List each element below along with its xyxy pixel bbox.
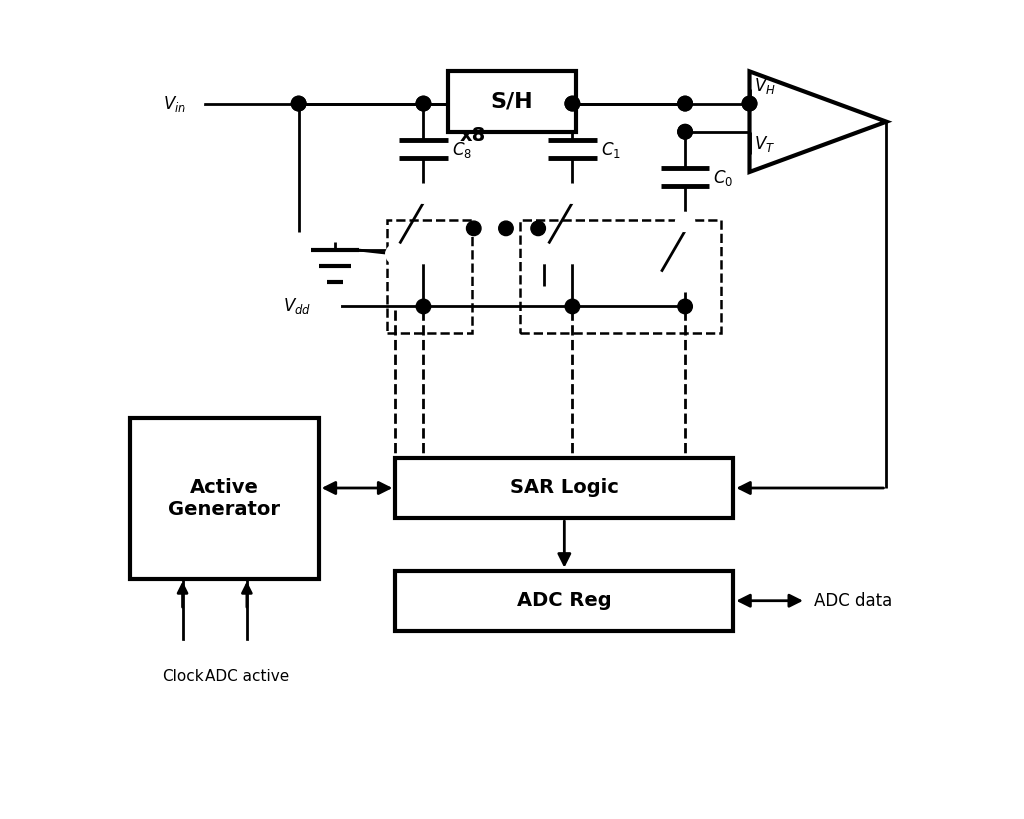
FancyBboxPatch shape: [395, 571, 733, 631]
Circle shape: [565, 97, 580, 111]
Circle shape: [238, 642, 256, 660]
Circle shape: [565, 97, 580, 111]
Circle shape: [415, 245, 432, 263]
Text: $C_8$: $C_8$: [452, 140, 472, 161]
Circle shape: [678, 124, 692, 139]
Circle shape: [416, 299, 431, 314]
Circle shape: [292, 97, 306, 111]
Circle shape: [678, 124, 692, 139]
Bar: [387, 220, 472, 333]
Circle shape: [742, 97, 757, 111]
Circle shape: [174, 642, 191, 660]
Circle shape: [742, 97, 757, 111]
Circle shape: [499, 221, 513, 236]
Text: Active
Generator: Active Generator: [168, 477, 281, 518]
Circle shape: [565, 299, 580, 314]
Text: $V_{in}$: $V_{in}$: [163, 93, 186, 114]
Text: ADC Reg: ADC Reg: [517, 591, 611, 610]
Text: $V_{dd}$: $V_{dd}$: [283, 296, 310, 316]
Circle shape: [322, 297, 340, 315]
Text: $C_1$: $C_1$: [600, 140, 621, 161]
Circle shape: [536, 245, 553, 263]
Circle shape: [530, 221, 546, 236]
Circle shape: [676, 274, 694, 291]
Bar: [520, 220, 721, 333]
Circle shape: [467, 221, 481, 236]
FancyBboxPatch shape: [395, 458, 733, 518]
Text: ADC active: ADC active: [205, 669, 289, 684]
FancyBboxPatch shape: [130, 418, 318, 578]
Circle shape: [678, 299, 692, 314]
Text: S/H: S/H: [490, 92, 534, 111]
Circle shape: [386, 245, 404, 263]
Circle shape: [563, 185, 582, 202]
Circle shape: [678, 97, 692, 111]
Circle shape: [292, 97, 306, 111]
Text: ADC data: ADC data: [814, 591, 892, 609]
Circle shape: [678, 97, 692, 111]
Text: $V_H$: $V_H$: [754, 75, 775, 96]
Circle shape: [676, 213, 694, 231]
Text: $V_T$: $V_T$: [754, 134, 775, 154]
Circle shape: [416, 97, 431, 111]
FancyBboxPatch shape: [447, 71, 577, 132]
Circle shape: [648, 274, 666, 291]
Text: x8: x8: [460, 126, 486, 145]
Text: SAR Logic: SAR Logic: [510, 478, 618, 497]
Circle shape: [185, 95, 203, 112]
Circle shape: [415, 185, 432, 202]
Text: $C_0$: $C_0$: [714, 169, 733, 188]
Text: Clock: Clock: [162, 669, 204, 684]
Circle shape: [563, 245, 582, 263]
Circle shape: [416, 97, 431, 111]
